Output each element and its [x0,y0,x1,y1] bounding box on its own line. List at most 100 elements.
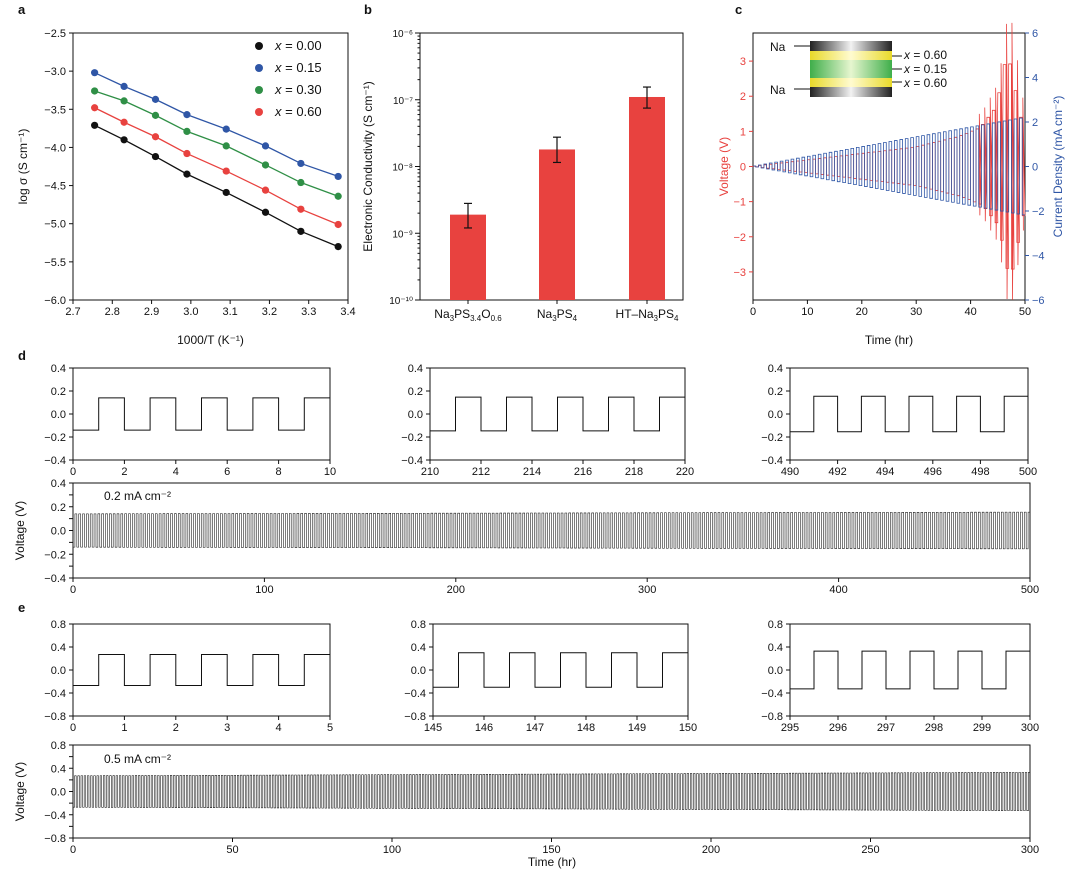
panel-b-ytick-label: 10⁻⁸ [392,163,413,174]
category-label: Na3PS3.4O0.6 [434,307,502,323]
panel-c-xtick-label: 50 [1019,306,1031,318]
inset-electrolyte-bottom-layer [810,78,892,87]
panel-a-frame [72,32,349,301]
inset-ytick-label: 0.4 [768,363,783,375]
main-ylabel: Voltage (V) [13,762,27,821]
legend-entry-var: x [274,60,282,75]
bar [450,214,486,300]
data-point [261,208,270,216]
data-point [334,243,342,251]
inset-layer-label-var: x [903,62,911,76]
data-point [261,161,270,169]
inset-xtick-label: 500 [1019,466,1037,478]
panel-c-ytick-right-label: 0 [1032,162,1038,174]
inset-xtick-label: 492 [828,466,846,478]
inset-xtick-label: 150 [679,722,697,734]
data-point [334,192,342,200]
inset-xtick-label: 8 [276,466,282,478]
inset-xtick-label: 149 [628,722,646,734]
inset-ytick-label: 0.0 [768,409,783,421]
legend-entry: x = 0.60 [274,104,322,119]
legend-marker [255,64,263,72]
inset-xtick-label: 494 [876,466,894,478]
data-point [151,95,160,103]
inset-xtick-label: 146 [475,722,493,734]
main-ytick-label: −0.4 [44,810,66,822]
inset-ytick-label: 0.2 [51,386,66,398]
inset-ytick-label: −0.4 [404,688,426,700]
category-subscript: 0.6 [491,314,503,323]
inset-xtick-label: 0 [70,722,76,734]
data-point [183,170,191,178]
inset-xtick-label: 299 [973,722,991,734]
data-point [91,69,99,77]
main-xtick-label: 250 [861,844,879,856]
series-line [94,72,339,178]
panel-letter-d: d [18,348,26,363]
series-line [94,90,339,197]
bar [629,96,665,301]
inset-ytick-label: −0.4 [761,688,783,700]
panel-a-ylabel: log σ (S cm⁻¹) [16,129,30,205]
main-xtick-label: 100 [255,584,273,596]
main-xtick-label: 0 [70,844,76,856]
main-ytick-label: −0.4 [44,573,66,585]
panel-c-ytick-left-label: 1 [740,126,746,138]
category-subscript: 3 [654,314,659,323]
inset-layer-label-var: x [903,76,911,90]
panel-b-ytick-label: 10⁻⁷ [393,96,413,107]
panel-c-ytick-left-label: 2 [740,91,746,103]
category-subscript: 3 [450,314,455,323]
category-text: PS [454,307,470,321]
panel-b-ytick-label: 10⁻⁹ [392,229,413,240]
inset-ytick-label: 0.0 [51,409,66,421]
inset-xtick-label: 148 [577,722,595,734]
data-point [261,186,270,194]
data-point [120,136,128,144]
inset-ytick-label: −0.4 [44,688,66,700]
inset-xtick-label: 496 [924,466,942,478]
panel-c-ytick-right-label: 2 [1032,117,1038,129]
panel-c-xtick-label: 0 [750,306,756,318]
category-subscript: 4 [573,314,578,323]
panel-a-ytick-label: −4.0 [44,142,66,154]
inset-voltage-trace [433,652,688,688]
panel-letter-a: a [18,2,26,17]
category-text: HT–Na [616,307,654,321]
inset-ytick-label: −0.8 [404,711,426,723]
inset-xtick-label: 295 [781,722,799,734]
inset-voltage-trace [73,397,330,431]
panel-a-ytick-label: −3.0 [44,66,66,78]
data-point [91,87,99,95]
panel-a-xtick-label: 2.8 [105,306,120,318]
panel-a-xtick-label: 3.2 [262,306,277,318]
main-xtick-label: 200 [702,844,720,856]
main-voltage-trace [73,772,1030,811]
data-point [151,152,160,161]
data-point [151,111,160,119]
category-subscript: 3.4 [470,314,482,323]
panel-c-ytick-right-label: −4 [1032,251,1045,263]
series-line [94,124,339,248]
panel-a-xtick-label: 3.4 [340,306,355,318]
legend-marker [255,108,263,116]
legend-entry: x = 0.15 [274,60,322,75]
inset-layer-label: x = 0.60 [903,76,947,90]
inset-layer-label: x = 0.15 [903,62,947,76]
panel-a-ytick-label: −5.0 [44,219,66,231]
category-text: PS [557,307,573,321]
inset-electrode-label: Na [770,83,786,97]
legend-entry-value: = 0.60 [282,104,322,119]
inset-layer-label: x = 0.60 [903,48,947,62]
data-point [91,104,99,112]
inset-ytick-label: 0.0 [51,665,66,677]
inset-ytick-label: 0.4 [768,642,783,654]
inset-xtick-label: 6 [224,466,230,478]
inset-ytick-label: 0.2 [408,386,423,398]
inset-voltage-trace [790,650,1030,690]
data-point [91,121,99,129]
data-point [183,111,191,119]
category-text: Na [434,307,450,321]
inset-xtick-label: 145 [424,722,442,734]
inset-ytick-label: −0.4 [761,455,783,467]
